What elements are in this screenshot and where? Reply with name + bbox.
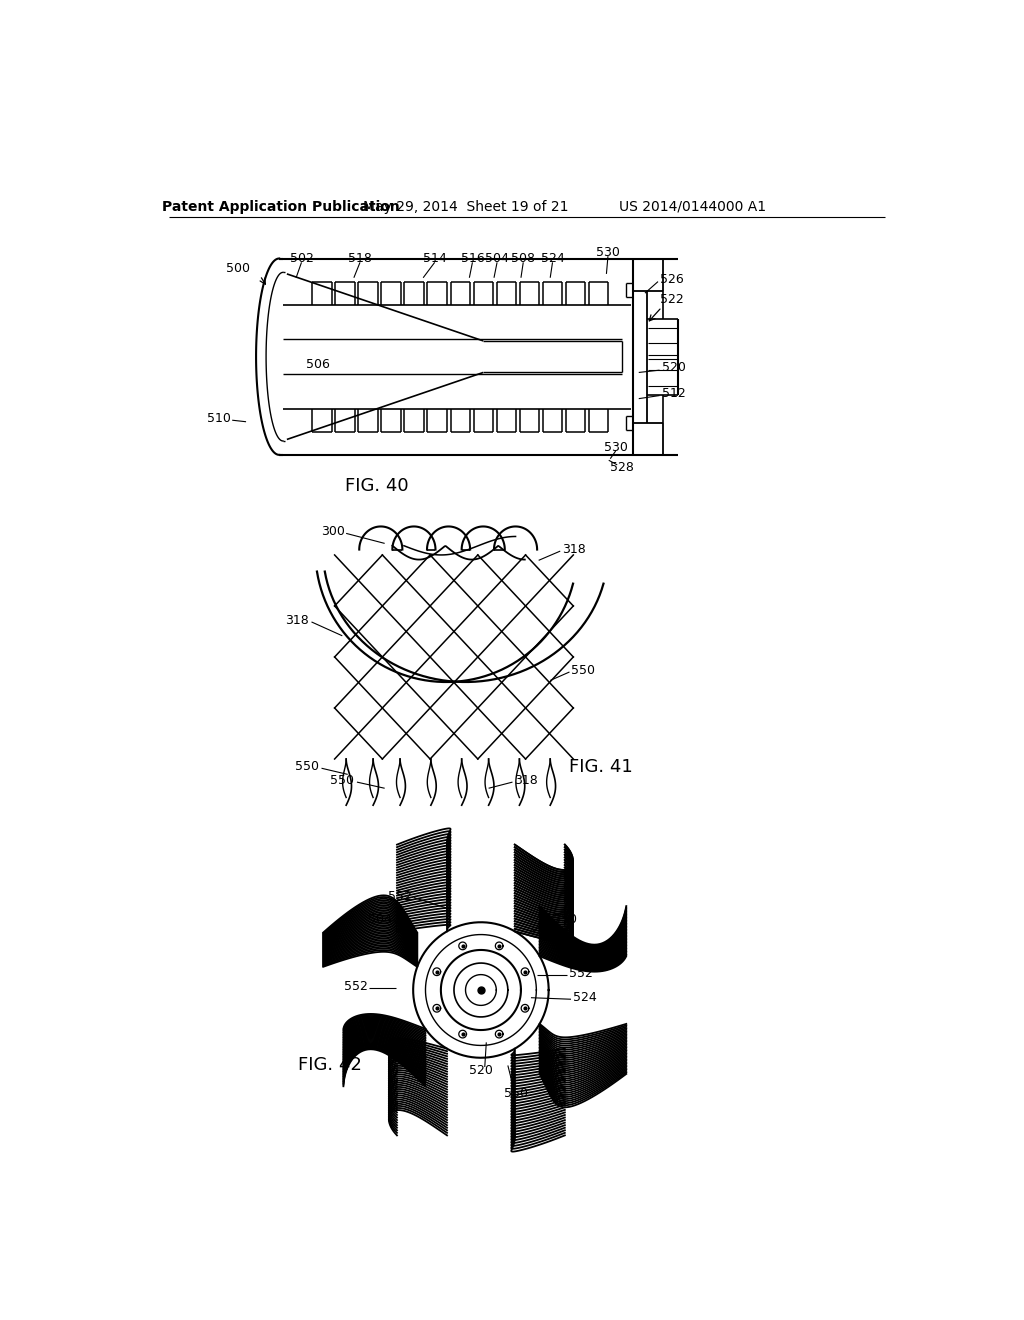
Text: 300: 300: [321, 525, 345, 539]
Text: 500: 500: [226, 261, 250, 275]
Text: 512: 512: [662, 387, 686, 400]
Text: 502: 502: [290, 252, 313, 265]
Text: 506: 506: [306, 358, 330, 371]
Text: 530: 530: [596, 246, 620, 259]
Text: 550: 550: [571, 664, 595, 677]
Text: 318: 318: [562, 543, 586, 556]
Text: 520: 520: [469, 1064, 493, 1077]
Text: 522: 522: [660, 293, 684, 306]
Text: 518: 518: [348, 252, 372, 265]
Text: FIG. 41: FIG. 41: [569, 758, 633, 776]
Text: 552: 552: [388, 890, 412, 903]
Text: US 2014/0144000 A1: US 2014/0144000 A1: [620, 199, 766, 214]
Text: 550: 550: [504, 1088, 527, 1101]
Text: Patent Application Publication: Patent Application Publication: [162, 199, 399, 214]
Text: 526: 526: [660, 273, 684, 286]
Text: 510: 510: [207, 412, 230, 425]
Text: May 29, 2014  Sheet 19 of 21: May 29, 2014 Sheet 19 of 21: [362, 199, 568, 214]
Text: FIG. 42: FIG. 42: [298, 1056, 362, 1074]
Text: 552: 552: [344, 979, 368, 993]
Text: 508: 508: [511, 252, 536, 265]
Text: 514: 514: [423, 252, 446, 265]
Text: 520: 520: [662, 362, 686, 375]
Text: 318: 318: [286, 614, 309, 627]
Text: 524: 524: [573, 991, 597, 1005]
Text: 528: 528: [610, 462, 634, 474]
Text: 504: 504: [485, 252, 509, 265]
Text: 516: 516: [461, 252, 484, 265]
Text: 524: 524: [541, 252, 564, 265]
Text: 550: 550: [295, 760, 319, 774]
Text: 530: 530: [604, 441, 628, 454]
Text: 550: 550: [553, 912, 577, 925]
Text: 550: 550: [330, 774, 354, 787]
Text: 318: 318: [514, 774, 538, 787]
Text: 552: 552: [569, 966, 593, 979]
Text: 504: 504: [369, 912, 392, 925]
Text: FIG. 40: FIG. 40: [345, 477, 409, 495]
